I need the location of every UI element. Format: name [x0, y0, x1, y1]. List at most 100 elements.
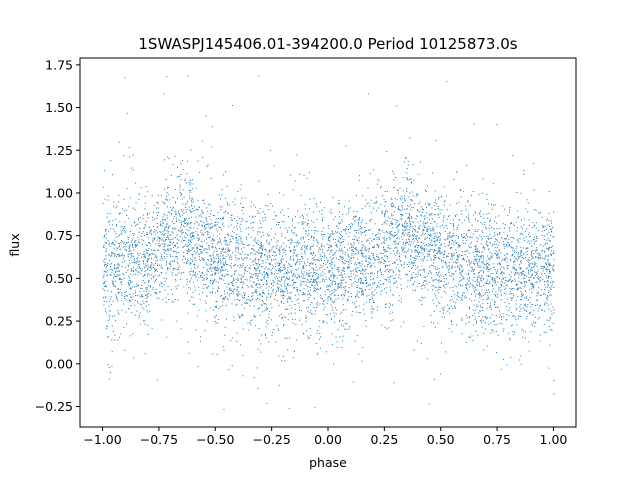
data-point: [325, 263, 327, 265]
data-point: [359, 261, 361, 263]
data-point: [203, 234, 205, 236]
data-point: [313, 239, 315, 241]
data-point: [423, 230, 424, 231]
data-point: [485, 263, 487, 265]
data-point: [217, 282, 219, 284]
data-point: [295, 282, 297, 283]
data-point: [187, 341, 189, 343]
data-point: [343, 262, 345, 264]
data-point: [280, 301, 282, 303]
data-point: [191, 197, 193, 199]
data-point: [129, 263, 131, 265]
data-point: [512, 293, 514, 295]
data-point: [291, 269, 293, 271]
data-point: [341, 241, 343, 243]
data-point: [276, 262, 278, 264]
data-point: [482, 266, 484, 268]
data-point: [421, 247, 423, 249]
data-point: [421, 249, 423, 251]
data-point: [446, 283, 448, 285]
data-point: [345, 276, 347, 278]
data-point: [404, 226, 406, 228]
data-point: [361, 227, 363, 229]
data-point: [141, 284, 142, 286]
data-point: [260, 285, 262, 287]
data-point: [141, 256, 142, 258]
data-point: [127, 254, 129, 256]
data-point: [181, 214, 183, 216]
data-point: [495, 243, 497, 245]
data-point: [526, 253, 528, 255]
data-point: [404, 200, 406, 202]
data-point: [424, 232, 426, 234]
data-point: [224, 262, 226, 264]
data-point: [361, 271, 362, 273]
data-point: [214, 224, 216, 226]
data-point: [409, 263, 411, 265]
data-point: [239, 218, 241, 220]
data-point: [195, 231, 197, 233]
data-point: [476, 280, 478, 282]
data-point: [426, 259, 428, 261]
data-point: [512, 267, 514, 269]
data-point: [515, 221, 517, 223]
data-point: [335, 313, 337, 315]
data-point: [362, 256, 364, 257]
data-point: [190, 222, 192, 224]
data-point: [180, 273, 182, 275]
data-point: [445, 351, 447, 353]
data-point: [482, 213, 484, 215]
data-point: [426, 229, 428, 231]
data-point: [237, 265, 239, 267]
data-point: [360, 233, 362, 235]
data-point: [139, 323, 141, 325]
data-point: [238, 243, 240, 245]
data-point: [311, 278, 313, 280]
data-point: [108, 310, 110, 312]
data-point: [458, 235, 459, 237]
data-point: [496, 323, 498, 325]
data-point: [301, 260, 303, 262]
data-point: [191, 208, 193, 209]
data-point: [358, 237, 360, 239]
data-point: [227, 248, 229, 250]
data-point: [439, 258, 441, 260]
data-point: [192, 201, 194, 203]
data-point: [206, 273, 208, 275]
data-point: [488, 298, 490, 300]
data-point: [446, 304, 448, 306]
data-point: [383, 232, 385, 233]
data-point: [546, 268, 547, 270]
data-point: [533, 189, 535, 191]
data-point: [467, 200, 469, 202]
data-point: [164, 289, 166, 291]
data-point: [379, 233, 381, 235]
data-point: [499, 227, 501, 229]
data-point: [219, 277, 221, 279]
data-point: [296, 255, 298, 257]
data-point: [355, 296, 357, 298]
data-point: [501, 284, 503, 286]
data-point: [198, 271, 200, 273]
data-point: [520, 232, 522, 234]
data-point: [397, 243, 399, 245]
data-point: [355, 247, 357, 248]
data-point: [107, 364, 109, 366]
data-point: [281, 258, 283, 260]
data-point: [324, 273, 326, 275]
data-point: [361, 294, 363, 296]
data-point: [113, 330, 114, 332]
data-point: [287, 267, 289, 269]
data-point: [250, 236, 252, 238]
data-point: [136, 310, 138, 312]
data-point: [226, 251, 228, 253]
data-point: [116, 267, 118, 269]
data-point: [178, 267, 180, 269]
data-point: [153, 266, 155, 268]
data-point: [474, 259, 476, 261]
data-point: [333, 277, 335, 279]
data-point: [355, 275, 356, 277]
data-point: [389, 217, 391, 219]
data-point: [553, 281, 555, 283]
data-point: [199, 258, 200, 260]
